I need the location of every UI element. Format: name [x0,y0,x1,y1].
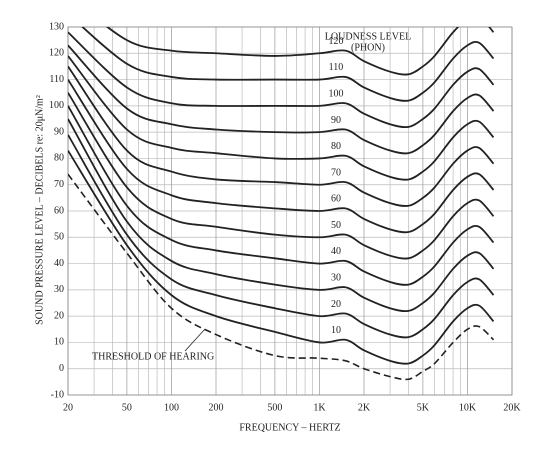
y-tick-label: -10 [51,389,64,400]
plot-area [68,27,495,381]
curve [105,27,495,76]
x-tick-label: 10K [459,402,477,413]
x-tick-label: 2K [358,402,371,413]
y-tick-label: 100 [49,100,64,111]
x-tick-label: 5K [417,402,430,413]
curve [68,44,495,155]
curve [81,27,495,102]
y-tick-label: 50 [54,232,64,243]
y-tick-label: 80 [54,153,64,164]
curve [68,173,495,381]
annotation: (PHON) [351,42,385,53]
y-tick-label: 130 [49,21,64,32]
curve [68,150,495,365]
y-tick-label: 110 [49,74,64,85]
plot-frame [67,26,513,396]
series-label: 110 [329,62,344,73]
x-tick-label: 100 [164,402,179,413]
y-axis-label: SOUND PRESSURE LEVEL – DECIBELS re: 20μN… [34,95,45,325]
curve [68,79,495,234]
x-axis-label: FREQUENCY – HERTZ [239,422,340,433]
curve [68,65,495,207]
y-tick-label: 60 [54,205,64,216]
curve [68,118,495,313]
x-tick-label: 20K [503,402,521,413]
series-label: 90 [331,115,341,126]
x-tick-label: 200 [209,402,224,413]
curve [68,55,495,181]
pointer [184,328,206,352]
series-label: 100 [329,89,344,100]
series-label: 50 [331,220,341,231]
annotation: LOUDNESS LEVEL [325,31,411,42]
y-tick-label: 30 [54,284,64,295]
curve [68,105,495,286]
x-tick-label: 1K [313,402,326,413]
y-tick-label: 10 [54,337,64,348]
curve [68,31,495,129]
series-label: 80 [331,141,341,152]
curve [68,92,495,260]
series-label: 70 [331,167,341,178]
y-tick-label: 90 [54,126,64,137]
x-tick-label: 20 [63,402,73,413]
x-tick-label: 500 [267,402,282,413]
series-label: 120 [329,36,344,47]
x-tick-label: 50 [122,402,132,413]
y-tick-label: 0 [59,363,64,374]
series-label: 40 [331,246,341,257]
y-tick-label: 20 [54,310,64,321]
y-tick-label: 70 [54,179,64,190]
series-label: 20 [331,299,341,310]
series-label: 60 [331,194,341,205]
series-label: 30 [331,273,341,284]
series-label: 10 [331,325,341,336]
series-label: THRESHOLD OF HEARING [92,351,214,362]
y-tick-label: 40 [54,258,64,269]
curve [68,134,495,339]
y-tick-label: 120 [49,48,64,59]
